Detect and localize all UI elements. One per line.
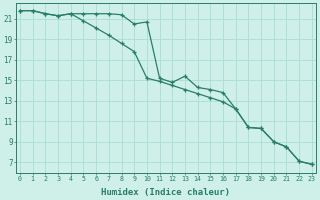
X-axis label: Humidex (Indice chaleur): Humidex (Indice chaleur) (101, 188, 230, 197)
